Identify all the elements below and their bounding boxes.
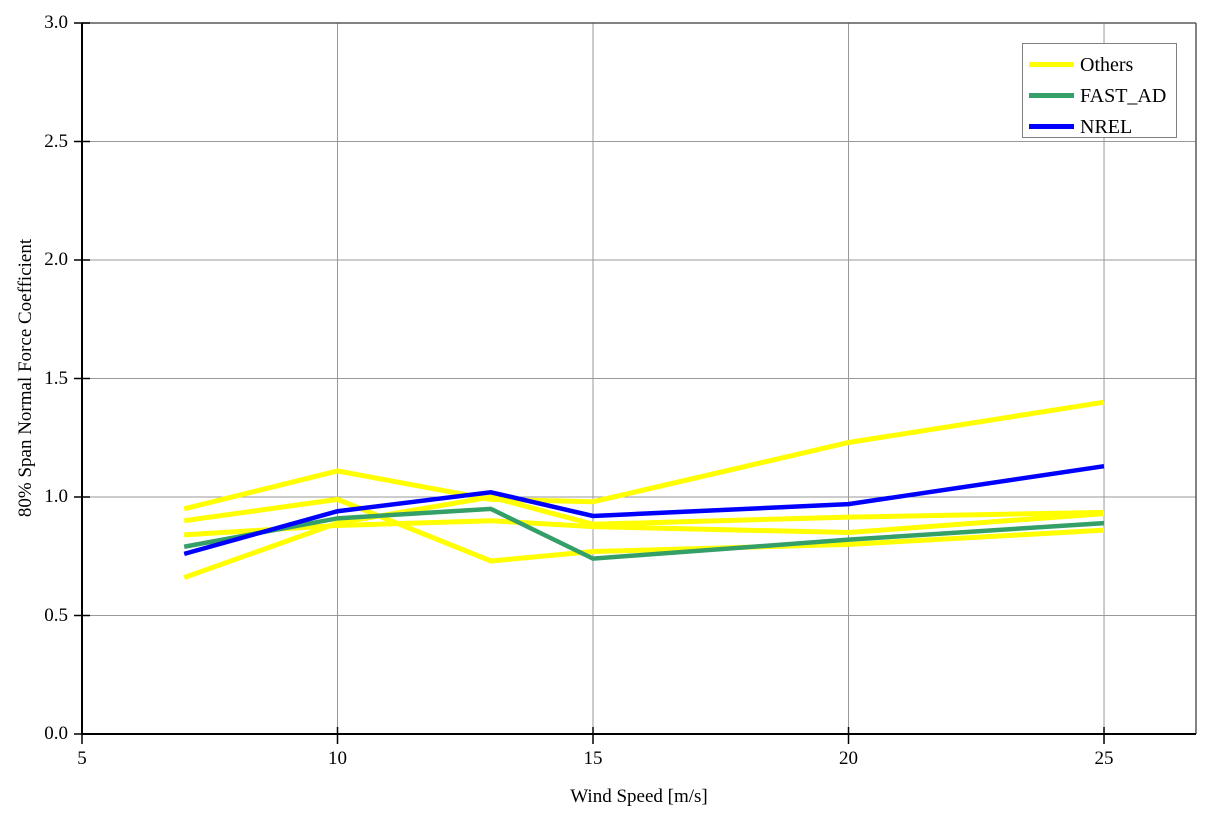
legend-entry-nrel: NREL — [1023, 111, 1176, 142]
series-line-others-3 — [183, 494, 1105, 580]
legend-label: FAST_AD — [1080, 84, 1167, 107]
axes — [74, 22, 1196, 744]
y-tick-label: 1.0 — [44, 486, 68, 507]
x-tick-label: 15 — [583, 748, 603, 769]
x-axis-title: Wind Speed [m/s] — [570, 786, 708, 807]
y-tick-label: 0.5 — [44, 604, 68, 626]
y-tick-label: 2.5 — [44, 130, 68, 152]
series-line-fast_ad-4 — [183, 506, 1105, 561]
x-tick-label: 10 — [328, 748, 347, 769]
plot-border — [82, 22, 1197, 734]
x-tick-label: 20 — [839, 748, 858, 769]
y-tick-label: 2.0 — [44, 249, 68, 270]
y-tick-label: 0.0 — [44, 723, 68, 744]
series-line-nrel-5 — [183, 463, 1105, 557]
y-axis-title: 80% Span Normal Force Coefficient — [15, 238, 36, 518]
y-tick-label: 1.5 — [44, 367, 68, 389]
legend: Others FAST_AD NREL — [1022, 43, 1177, 138]
legend-label: Others — [1080, 53, 1134, 76]
series-lines — [183, 399, 1105, 580]
gridlines — [82, 23, 1196, 734]
legend-entry-fast_ad: FAST_AD — [1023, 80, 1176, 111]
legend-label: NREL — [1080, 115, 1133, 138]
series-line-others-1 — [183, 496, 1105, 564]
legend-line-swatch-others — [1029, 62, 1074, 67]
series-line-others-0 — [183, 399, 1105, 512]
x-tick-label: 25 — [1094, 748, 1114, 769]
legend-line-swatch-nrel — [1029, 124, 1074, 129]
x-tick-label: 5 — [77, 748, 87, 769]
legend-line-swatch-fast_ad — [1029, 93, 1074, 98]
y-tick-label: 3.0 — [44, 12, 68, 33]
series-line-others-2 — [184, 511, 1105, 538]
legend-entry-others: Others — [1023, 49, 1176, 80]
